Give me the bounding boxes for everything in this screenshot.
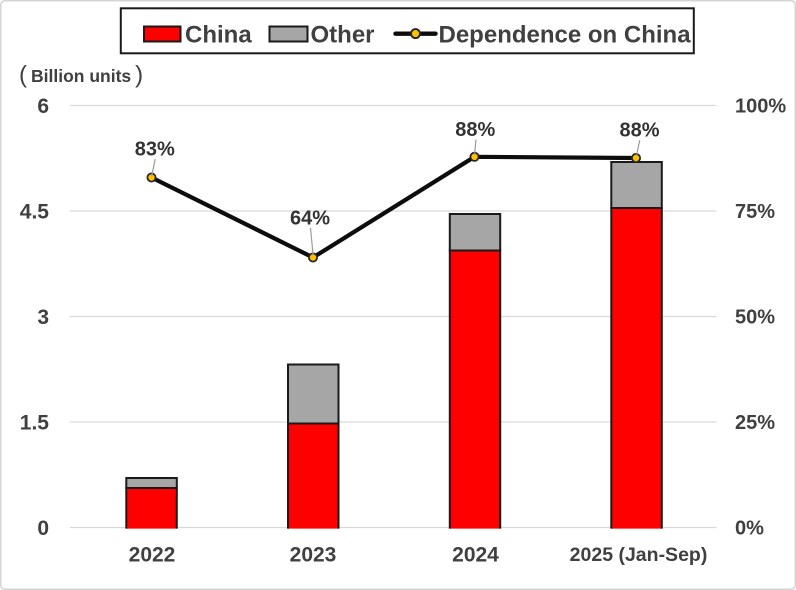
svg-text:88%: 88% (455, 119, 495, 141)
svg-text:3: 3 (37, 306, 49, 329)
svg-text:88%: 88% (619, 120, 659, 142)
svg-text:Other: Other (311, 22, 375, 49)
svg-text:2025 (Jan-Sep): 2025 (Jan-Sep) (570, 544, 708, 566)
svg-text:(Billion units): (Billion units) (19, 62, 143, 89)
svg-text:0%: 0% (735, 518, 764, 540)
svg-text:2024: 2024 (452, 544, 499, 567)
svg-text:China: China (185, 22, 252, 49)
svg-text:Dependence on China: Dependence on China (439, 22, 692, 49)
svg-text:25%: 25% (735, 412, 775, 434)
svg-text:0: 0 (37, 517, 49, 540)
svg-text:50%: 50% (735, 307, 775, 329)
svg-text:64%: 64% (290, 208, 330, 230)
svg-text:1.5: 1.5 (20, 412, 50, 435)
svg-text:2022: 2022 (129, 544, 176, 567)
svg-text:2023: 2023 (290, 544, 337, 567)
svg-text:100%: 100% (735, 96, 786, 118)
svg-text:4.5: 4.5 (20, 201, 50, 224)
svg-text:83%: 83% (135, 139, 175, 161)
svg-text:75%: 75% (735, 201, 775, 223)
svg-text:6: 6 (37, 95, 49, 118)
